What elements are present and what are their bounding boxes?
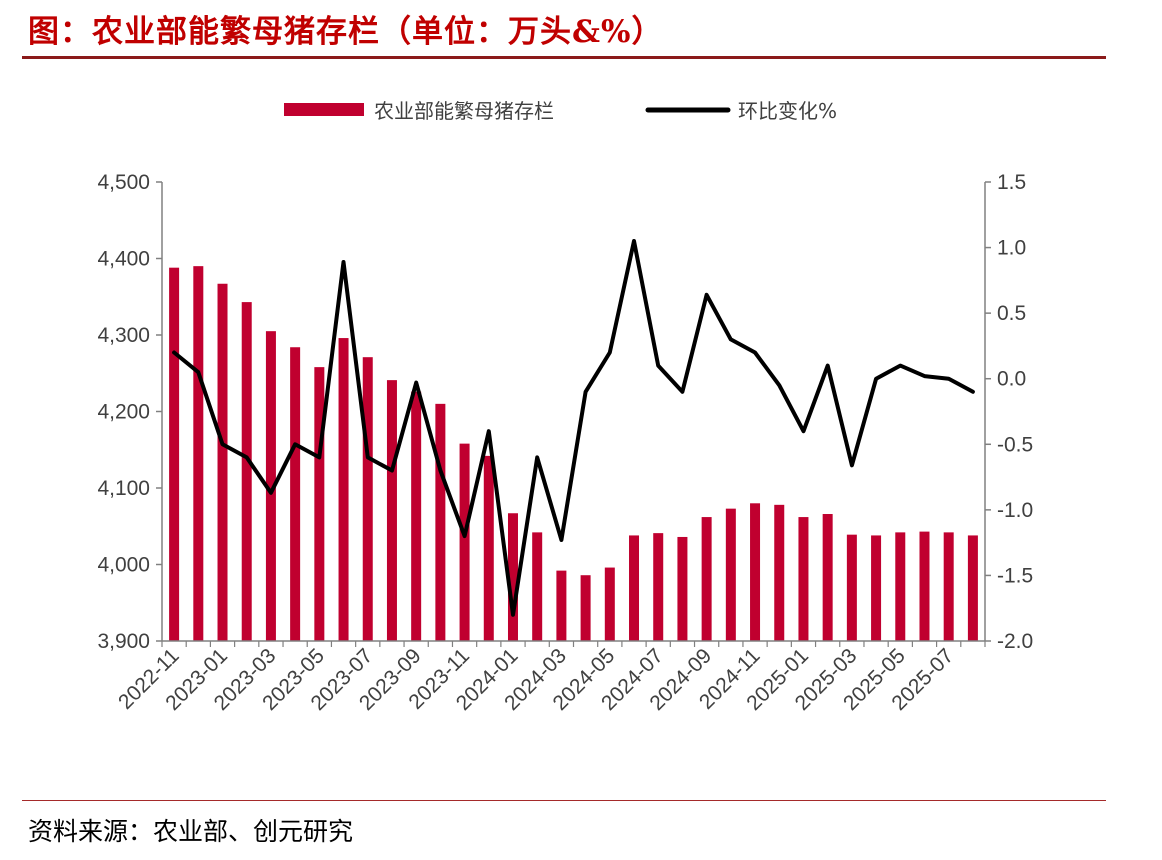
legend-label-bar: 农业部能繁母猪存栏	[374, 99, 554, 123]
bar-2023-11	[459, 443, 470, 641]
title-underline	[22, 56, 1106, 59]
bar-2025-08	[967, 535, 978, 641]
chart-title: 图：农业部能繁母猪存栏（单位：万头&%）	[28, 14, 664, 50]
right-tick-label: 1.5	[997, 171, 1026, 194]
left-tick-label: 4,200	[97, 401, 150, 424]
bar-2023-01	[217, 283, 228, 641]
line-series	[172, 239, 975, 617]
bar-2024-08	[677, 536, 688, 641]
bar-2025-03	[846, 534, 857, 641]
right-tick-label: -0.5	[997, 433, 1033, 456]
bar-2024-09	[701, 517, 712, 641]
bar-2023-02	[241, 302, 252, 641]
bar-2025-04	[871, 535, 882, 641]
bar-2023-06	[338, 338, 349, 641]
right-tick-label: 1.0	[997, 237, 1026, 260]
bar-series	[169, 266, 978, 641]
bar-2023-05	[314, 367, 325, 641]
bar-2023-12	[483, 455, 494, 641]
left-tick-label: 4,400	[97, 248, 150, 271]
bar-2025-05	[895, 532, 906, 641]
bar-2023-10	[435, 403, 446, 641]
bar-2024-12	[774, 504, 785, 641]
bar-2024-06	[629, 535, 640, 641]
bar-2023-07	[362, 357, 373, 641]
left-tick-label: 4,000	[97, 554, 150, 577]
left-tick-label: 4,500	[97, 171, 150, 194]
bar-2025-02	[822, 514, 833, 641]
bar-2024-04	[580, 575, 591, 641]
bar-2022-12	[193, 266, 204, 641]
footer-rule	[22, 800, 1106, 801]
right-tick-label: -1.5	[997, 564, 1033, 587]
bar-2025-01	[798, 517, 809, 641]
left-tick-label: 3,900	[97, 630, 150, 653]
bar-2023-03	[265, 331, 276, 641]
bar-2022-11	[169, 267, 180, 641]
source-note: 资料来源：农业部、创元研究	[28, 817, 354, 846]
bar-2024-11	[750, 503, 761, 641]
axes	[156, 181, 991, 647]
right-tick-label: -1.0	[997, 499, 1033, 522]
right-tick-label: -2.0	[997, 630, 1033, 653]
legend-swatch-bar	[284, 103, 364, 116]
bar-2024-02	[532, 532, 543, 641]
bar-2024-10	[725, 508, 736, 641]
bar-2025-06	[919, 531, 930, 641]
bar-2023-09	[411, 391, 422, 641]
line-mom-change	[172, 239, 975, 617]
bar-2024-01	[507, 513, 518, 641]
legend: 农业部能繁母猪存栏 环比变化%	[284, 99, 837, 123]
bar-2024-07	[653, 533, 664, 641]
legend-label-line: 环比变化%	[738, 99, 837, 123]
bar-2023-04	[290, 347, 301, 641]
bar-2023-08	[386, 380, 397, 641]
left-tick-label: 4,100	[97, 477, 150, 500]
bar-2024-05	[604, 567, 615, 641]
right-tick-label: 0.0	[997, 368, 1026, 391]
bar-2024-03	[556, 570, 567, 641]
left-tick-label: 4,300	[97, 324, 150, 347]
bar-2025-07	[943, 532, 954, 641]
chart-area: 农业部能繁母猪存栏 环比变化% 4,500 4,400 4,300 4,200 4,100…	[97, 99, 1033, 715]
right-tick-label: 0.5	[997, 302, 1026, 325]
